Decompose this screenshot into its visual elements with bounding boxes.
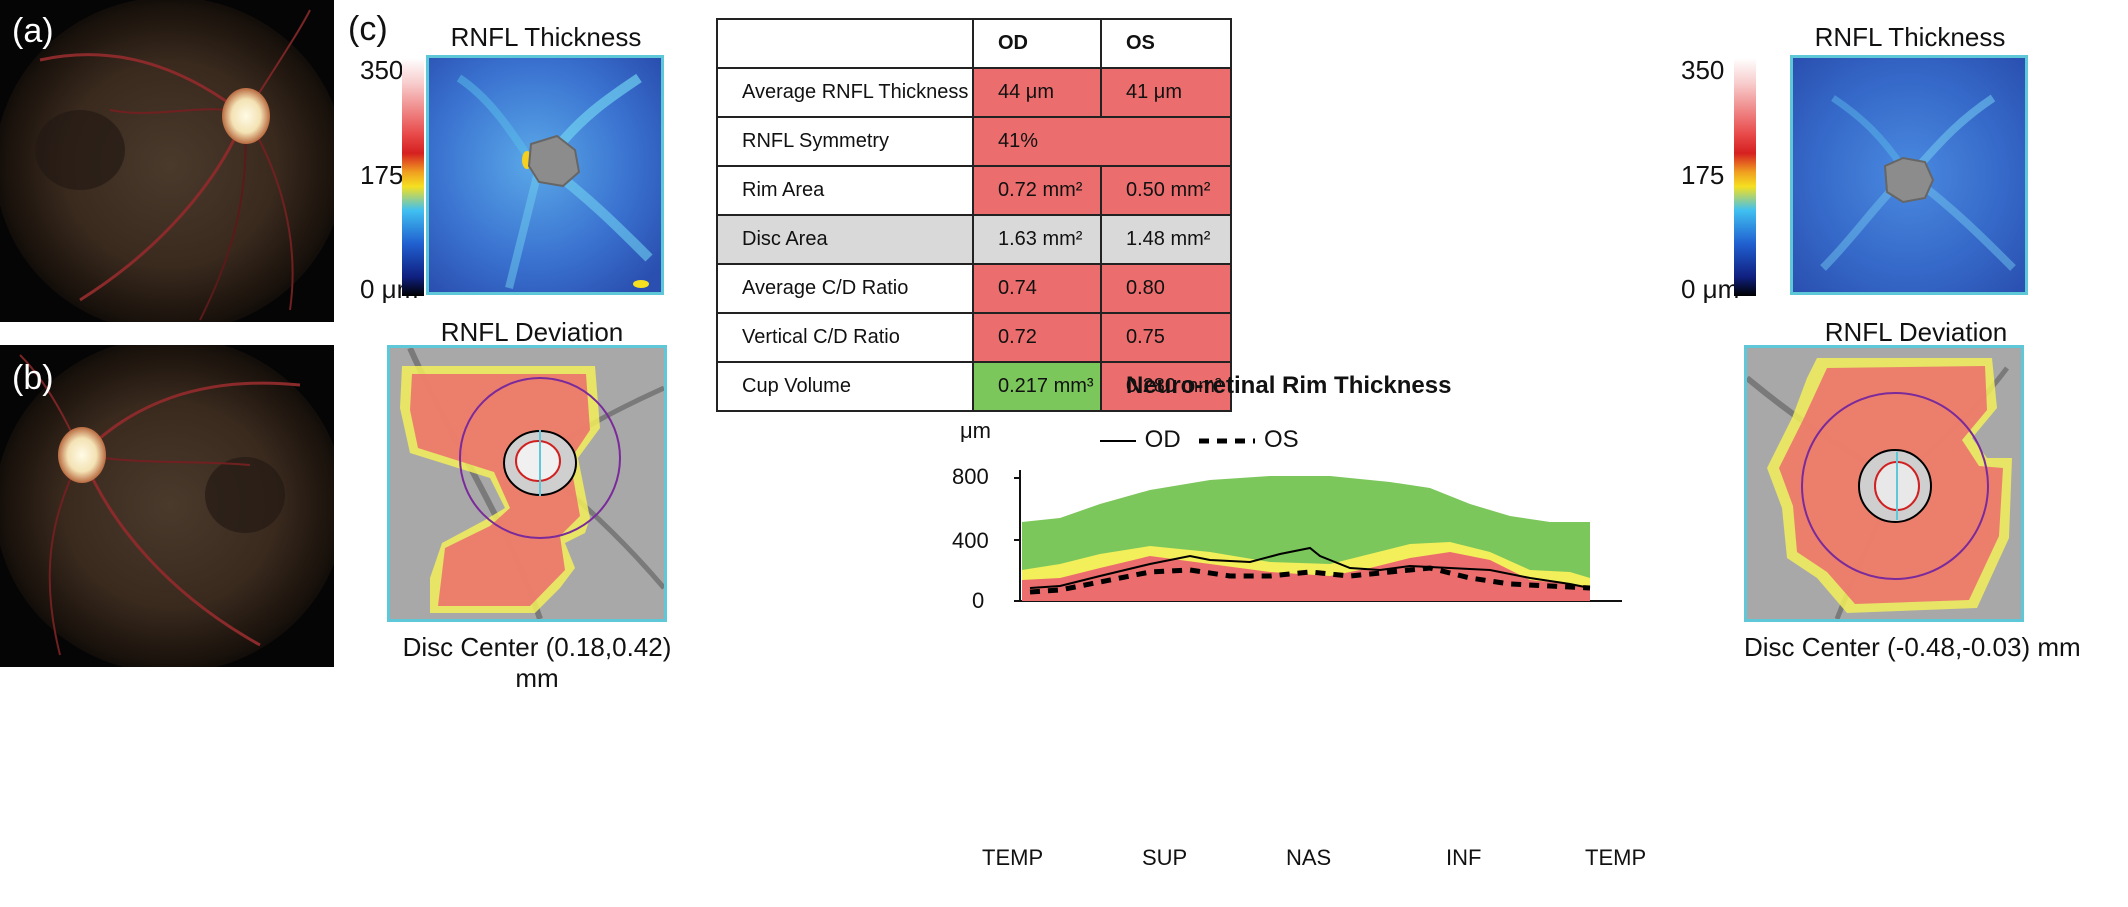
- table-row: Vertical C/D Ratio 0.72 0.75: [716, 312, 1232, 363]
- rim-x-label-inf: INF: [1446, 845, 1482, 870]
- legend-od-label: OD: [1144, 426, 1181, 453]
- legend-os-dashed-line: [1199, 438, 1256, 444]
- panel-label-b: (b): [12, 359, 54, 397]
- rim-x-label-nas: NAS: [1286, 845, 1332, 870]
- table-row: Average RNFL Thickness 44 μm 41 μm: [716, 67, 1232, 118]
- od-color-scale-bar: [402, 58, 424, 296]
- os-value: 1.48 mm²: [1100, 214, 1232, 265]
- os-value: 0.280 mm³: [1100, 361, 1232, 412]
- rim-x-label-temp-left: TEMP: [982, 845, 1044, 870]
- panel-label-a: (a): [12, 12, 54, 50]
- legend-od-solid-line: [1100, 439, 1136, 442]
- rim-od-line: [1029, 546, 1591, 589]
- os-scale-max-label: 350: [1681, 55, 1725, 85]
- table-row: Rim Area 0.72 mm² 0.50 mm²: [716, 165, 1232, 216]
- os-color-scale-bar: [1734, 58, 1756, 296]
- od-deviation-map-image: [390, 348, 664, 619]
- table-header-blank: [716, 18, 974, 69]
- fundus-image-a: [0, 0, 334, 322]
- rim-chart-title: Neuro-retinal Rim Thickness: [1126, 372, 1452, 399]
- od-value: 0.74: [972, 263, 1102, 314]
- od-scale-max-label: 350: [360, 55, 404, 85]
- os-value: 0.50 mm²: [1100, 165, 1232, 216]
- row-label: Average C/D Ratio: [716, 263, 974, 314]
- rim-chart-legend: OD OS: [1098, 426, 1299, 454]
- rim-x-label-temp-right: TEMP: [1585, 845, 1647, 870]
- table-row: Cup Volume 0.217 mm³ 0.280 mm³: [716, 361, 1232, 412]
- rnfl-parameter-table: OD OS Average RNFL Thickness 44 μm 41 μm…: [716, 18, 1232, 412]
- row-label: Cup Volume: [716, 361, 974, 412]
- panel-label-c: (c): [348, 10, 388, 48]
- fundus-image-b: [0, 345, 334, 667]
- rim-y-axis-labels: 800 400 0: [952, 464, 989, 613]
- rim-y-tick-400-label: 400: [952, 528, 989, 553]
- od-value: 0.72: [972, 312, 1102, 363]
- rim-chart-y-unit: μm: [960, 418, 992, 443]
- os-disc-center-caption: Disc Center (-0.48,-0.03) mm: [1744, 632, 2081, 662]
- od-rnfl-deviation-map: [387, 345, 667, 622]
- os-value: 41 μm: [1100, 67, 1232, 118]
- od-value: 44 μm: [972, 67, 1102, 118]
- rim-os-line: [1029, 565, 1591, 595]
- od-value: 0.72 mm²: [972, 165, 1102, 216]
- os-deviation-map-image: [1747, 348, 2021, 619]
- table-header-row: OD OS: [716, 18, 1232, 69]
- rim-red-band: [1022, 552, 1590, 601]
- table-row: RNFL Symmetry 41%: [716, 116, 1232, 167]
- fundus-photo-b: (b): [0, 345, 334, 667]
- row-label: RNFL Symmetry: [716, 116, 974, 167]
- legend-os-label: OS: [1264, 426, 1299, 453]
- os-rnfl-deviation-map: [1744, 345, 2024, 622]
- os-rnfl-thickness-map: [1790, 55, 2028, 295]
- os-thickness-map-image: [1793, 58, 2025, 292]
- rim-y-tick-800-label: 800: [952, 464, 989, 489]
- os-value: 0.75: [1100, 312, 1232, 363]
- od-rnfl-thickness-map: [426, 55, 664, 295]
- table-header-os: OS: [1100, 18, 1232, 69]
- od-value: 1.63 mm²: [972, 214, 1102, 265]
- table-row: Average C/D Ratio 0.74 0.80: [716, 263, 1232, 314]
- os-scale-min-label: 0 μm: [1681, 274, 1740, 304]
- table-header-od: OD: [972, 18, 1102, 69]
- od-disc-center-caption: Disc Center (0.18,0.42) mm: [402, 632, 672, 693]
- row-label: Vertical C/D Ratio: [716, 312, 974, 363]
- fundus-photo-a: (a): [0, 0, 334, 322]
- od-scale-mid-label: 175: [360, 160, 404, 190]
- os-value: 0.80: [1100, 263, 1232, 314]
- os-scale-mid-label: 175: [1681, 160, 1725, 190]
- row-label: Disc Area: [716, 214, 974, 265]
- od-value: 0.217 mm³: [972, 361, 1102, 412]
- table-row: Disc Area 1.63 mm² 1.48 mm²: [716, 214, 1232, 265]
- rim-x-label-sup: SUP: [1142, 845, 1188, 870]
- row-label: Rim Area: [716, 165, 974, 216]
- rim-thickness-chart: 800 400 0: [952, 464, 1622, 613]
- row-label: Average RNFL Thickness: [716, 67, 974, 118]
- symmetry-value: 41%: [972, 116, 1232, 167]
- rim-y-tick-0-label: 0: [972, 588, 984, 613]
- od-thickness-map-image: [429, 58, 661, 292]
